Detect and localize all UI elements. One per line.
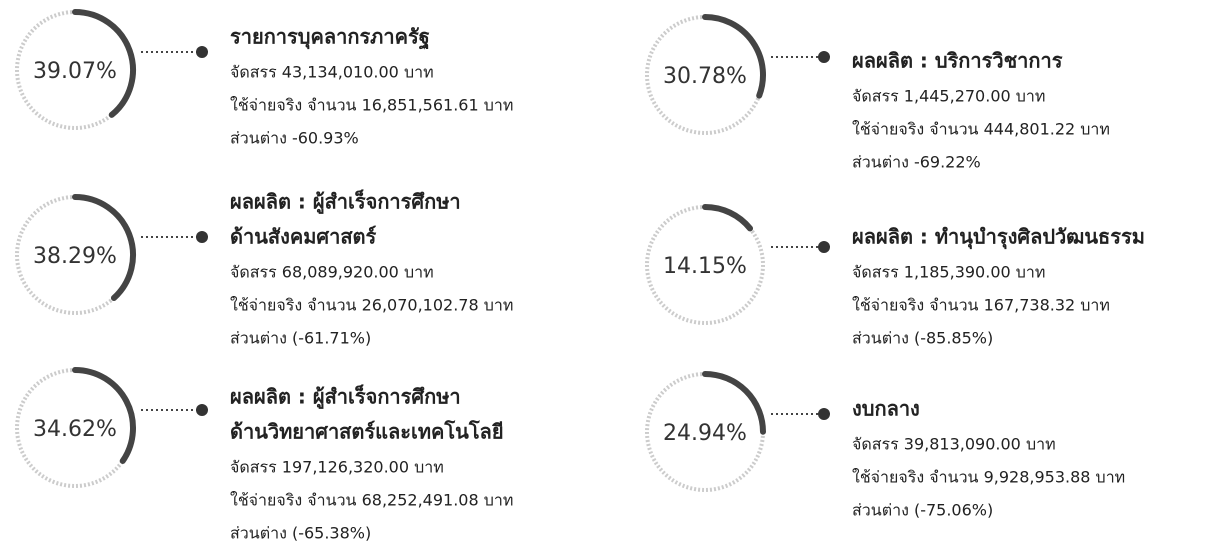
connector-dot [196,231,208,243]
item-title: ด้านวิทยาศาสตร์และเทคโนโลยี [230,420,504,444]
connector-dot [818,241,830,253]
item-line: ส่วนต่าง (-85.85%) [852,329,993,348]
item-line: ใช้จ่ายจริง จำนวน 26,070,102.78 บาท [230,296,513,315]
item-line: ส่วนต่าง (-61.71%) [230,329,371,348]
item-title: ด้านสังคมศาสตร์ [230,225,377,249]
percent-label: 38.29% [33,244,117,269]
item-line: ใช้จ่ายจริง จำนวน 68,252,491.08 บาท [230,491,513,510]
ring-arc [702,204,754,232]
ring-arc [702,14,766,99]
item-line: จัดสรร 197,126,320.00 บาท [230,458,444,477]
item-line: จัดสรร 1,185,390.00 บาท [852,263,1045,282]
percent-label: 14.15% [663,254,747,279]
percent-label: 34.62% [33,417,117,442]
item-title: ผลผลิต : ผู้สำเร็จการศึกษา [230,384,461,411]
connector-dot [818,51,830,63]
connector-dot [196,46,208,58]
item-line: จัดสรร 1,445,270.00 บาท [852,87,1045,106]
percent-label: 30.78% [663,64,747,89]
percent-label: 39.07% [33,59,117,84]
ring-arc [72,367,136,464]
ring-arc [72,194,136,301]
item-line: จัดสรร 43,134,010.00 บาท [230,63,434,82]
connector-dot [818,408,830,420]
ring-arc [72,9,136,118]
connector-dot [196,404,208,416]
item-line: ส่วนต่าง (-65.38%) [230,524,371,543]
item-line: ใช้จ่ายจริง จำนวน 444,801.22 บาท [852,120,1110,139]
item-line: จัดสรร 68,089,920.00 บาท [230,263,434,282]
item-line: ส่วนต่าง -60.93% [230,129,359,148]
item-line: ส่วนต่าง (-75.06%) [852,501,993,520]
item-title: งบกลาง [852,397,920,421]
item-line: ใช้จ่ายจริง จำนวน 167,738.32 บาท [852,296,1110,315]
item-line: ใช้จ่ายจริง จำนวน 16,851,561.61 บาท [230,96,513,115]
item-line: จัดสรร 39,813,090.00 บาท [852,435,1056,454]
item-line: ส่วนต่าง -69.22% [852,153,981,172]
item-title: ผลผลิต : บริการวิชาการ [852,49,1063,73]
item-title: ผลผลิต : ทำนุบำรุงศิลปวัฒนธรรม [852,225,1145,250]
item-title: ผลผลิต : ผู้สำเร็จการศึกษา [230,189,461,216]
item-title: รายการบุคลากรภาครัฐ [230,25,430,51]
percent-label: 24.94% [663,421,747,446]
item-line: ใช้จ่ายจริง จำนวน 9,928,953.88 บาท [852,468,1125,487]
ring-arc [702,371,766,435]
